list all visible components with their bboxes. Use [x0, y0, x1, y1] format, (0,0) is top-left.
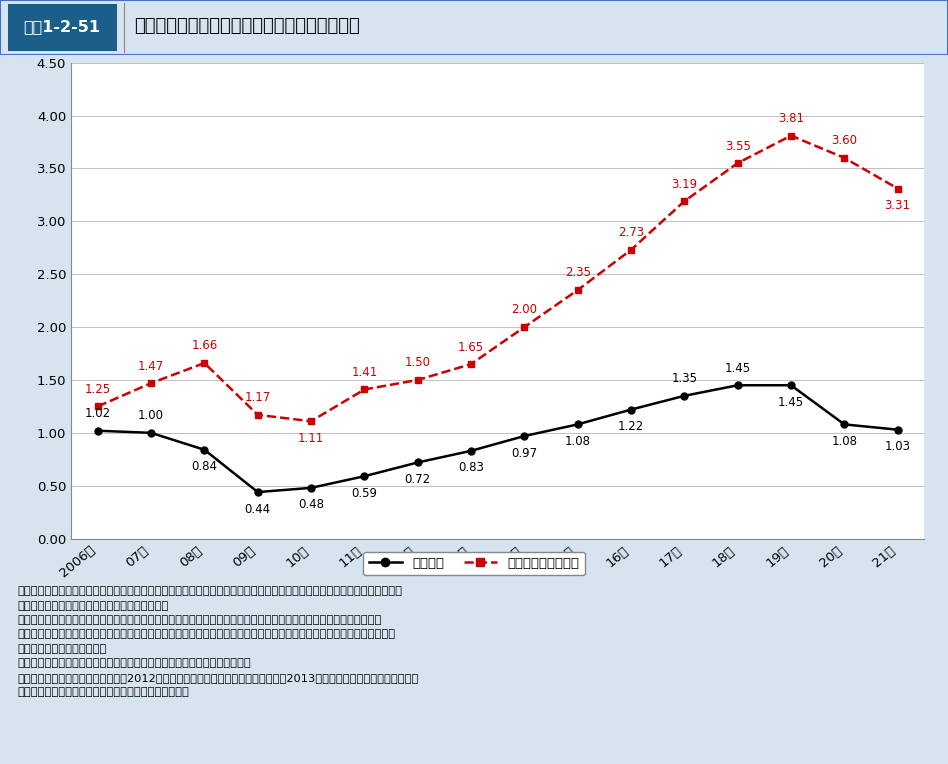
Text: 1.08: 1.08: [831, 435, 857, 448]
Text: 1.66: 1.66: [191, 339, 217, 352]
Text: 1.08: 1.08: [565, 435, 591, 448]
Text: 1.47: 1.47: [138, 360, 164, 373]
Text: 1.41: 1.41: [352, 366, 377, 379]
Text: 2.00: 2.00: [511, 303, 538, 316]
Text: 1.65: 1.65: [458, 341, 484, 354]
Text: 3.19: 3.19: [671, 178, 698, 191]
Text: 障害福祉関係分野職種における労働市場の動向: 障害福祉関係分野職種における労働市場の動向: [134, 18, 359, 35]
Text: 1.02: 1.02: [84, 407, 111, 420]
Text: 1.25: 1.25: [84, 383, 111, 396]
Text: 1.17: 1.17: [245, 391, 271, 404]
Text: 0.97: 0.97: [511, 447, 538, 460]
Bar: [8, 5, 117, 50]
Text: 3.60: 3.60: [831, 134, 857, 147]
Text: 図表1-2-51: 図表1-2-51: [24, 19, 100, 34]
Text: 2.35: 2.35: [565, 267, 591, 280]
Text: 1.35: 1.35: [671, 372, 698, 385]
Text: 資料：厚生労働省職業安定局「職業安定業務統計」により厚生労働省社会・援護局障害保健福祉部障害福祉課において作成。
（注）　上記はパートタイムを含む常用の数値。
: 資料：厚生労働省職業安定局「職業安定業務統計」により厚生労働省社会・援護局障害保…: [17, 586, 418, 697]
Text: 1.00: 1.00: [138, 410, 164, 422]
Text: 0.44: 0.44: [245, 503, 271, 516]
Text: 3.55: 3.55: [724, 140, 751, 153]
Text: 3.31: 3.31: [884, 199, 911, 212]
Text: 1.45: 1.45: [778, 396, 804, 409]
Text: 2.73: 2.73: [618, 226, 644, 239]
Text: 1.50: 1.50: [405, 356, 430, 369]
Text: 0.59: 0.59: [352, 487, 377, 500]
Legend: 全職業計, 障害福祉関係の職業: 全職業計, 障害福祉関係の職業: [363, 552, 585, 575]
Text: 1.03: 1.03: [884, 440, 911, 453]
Text: 0.72: 0.72: [405, 473, 430, 486]
Text: 1.11: 1.11: [298, 432, 324, 445]
Text: 1.22: 1.22: [618, 420, 644, 433]
Text: 0.84: 0.84: [191, 461, 217, 474]
Text: 1.45: 1.45: [724, 361, 751, 374]
Text: 3.81: 3.81: [778, 112, 804, 125]
Text: 0.83: 0.83: [458, 461, 484, 474]
Text: 0.48: 0.48: [298, 498, 324, 511]
